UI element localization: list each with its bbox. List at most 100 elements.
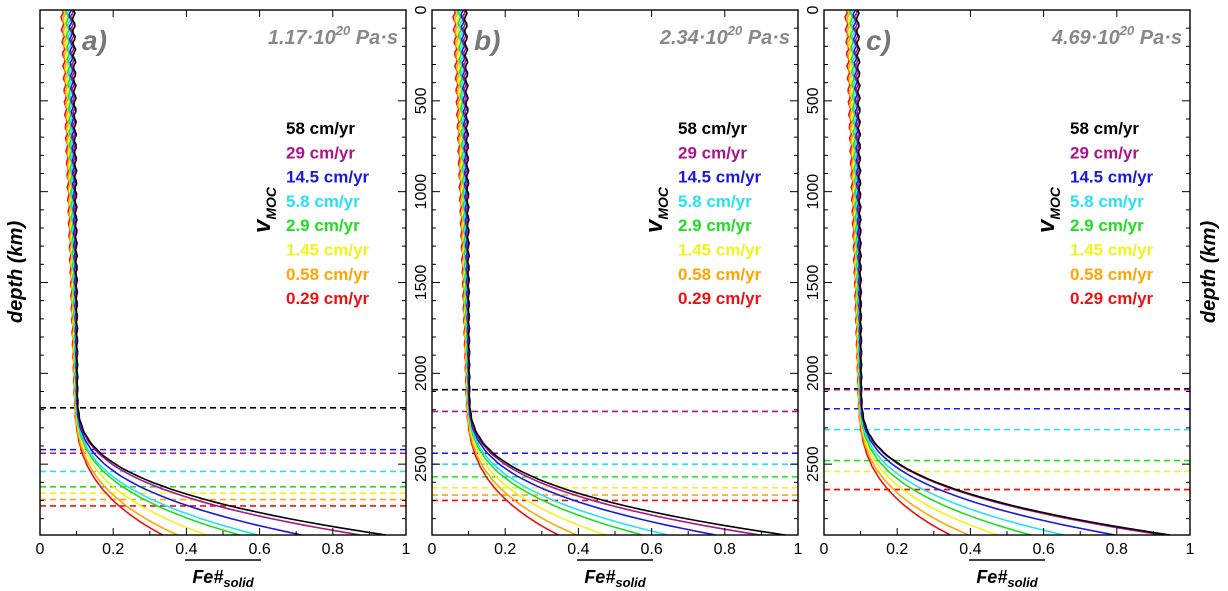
series-line-6	[455, 9, 607, 536]
legend-title: vMOC	[1033, 186, 1063, 233]
series-line-7	[61, 9, 178, 536]
legend-title-sub: MOC	[263, 186, 279, 220]
legend-title: vMOC	[249, 186, 279, 233]
legend-entry: 0.29 cm/yr	[1070, 289, 1154, 308]
legend-entry: 58 cm/yr	[286, 119, 355, 138]
x-axis-label-sub: solid	[223, 575, 254, 590]
x-tick-label: 0.6	[640, 541, 662, 558]
legend: 58 cm/yr 29 cm/yr 14.5 cm/yr 5.8 cm/yr 2.9 c…	[249, 119, 370, 308]
x-tick-label: 0	[36, 541, 45, 558]
series-line-1	[463, 9, 786, 536]
panel-label: c)	[866, 25, 891, 56]
legend-title-main: v	[249, 218, 276, 233]
x-axis-label: Fe#solid	[192, 567, 254, 590]
series-line-8	[452, 9, 559, 536]
x-tick-label: 1	[1186, 541, 1195, 558]
viscosity-exponent: 20	[1119, 23, 1135, 38]
series-line-2	[69, 9, 361, 536]
legend: 58 cm/yr 29 cm/yr 14.5 cm/yr 5.8 cm/yr 2.9 c…	[641, 119, 762, 308]
legend-title-main: v	[641, 218, 668, 233]
x-tick-label: 0	[428, 541, 437, 558]
series-line-8	[60, 9, 163, 536]
legend-title: vMOC	[641, 186, 671, 233]
y-axis-label-left: depth (km)	[5, 221, 27, 324]
x-tick-label: 0.2	[886, 541, 908, 558]
y-tick-label: 500	[805, 87, 822, 114]
viscosity-unit-text: Pa·s	[748, 27, 790, 49]
y-tick-label: 2500	[805, 446, 822, 482]
x-tick-label: 0.4	[959, 541, 981, 558]
legend-entry: 14.5 cm/yr	[678, 168, 762, 187]
y-tick-label: 1500	[413, 265, 430, 301]
x-tick-label: 0.8	[322, 541, 344, 558]
legend-entry: 0.58 cm/yr	[678, 265, 762, 284]
legend-entry: 1.45 cm/yr	[286, 241, 370, 260]
x-tick-label: 0.8	[714, 541, 736, 558]
series-line-1	[71, 9, 387, 536]
x-axis-label: Fe#solid	[976, 567, 1038, 590]
legend: 58 cm/yr 29 cm/yr 14.5 cm/yr 5.8 cm/yr 2.9 c…	[1033, 119, 1154, 308]
viscosity-unit-text: Pa·s	[1140, 27, 1182, 49]
chart-panel-1: 0 0.2 0.4 0.6 0.8 1 a) 1.17·1020 Pa·s 58 cm/yr 29…	[36, 9, 411, 590]
viscosity-label: 2.34·1020 Pa·s	[659, 23, 790, 49]
series-line-6	[847, 9, 999, 536]
viscosity-base: 4.69·10	[1051, 27, 1120, 49]
legend-entry: 0.58 cm/yr	[286, 265, 370, 284]
x-axis-label-main: Fe#	[976, 567, 1007, 587]
legend-entry: 2.9 cm/yr	[286, 216, 360, 235]
y-axis-label-right: depth (km)	[1198, 221, 1220, 324]
y-tick-label: 2500	[413, 446, 430, 482]
x-tick-label: 0.2	[494, 541, 516, 558]
x-tick-label: 0.6	[248, 541, 270, 558]
x-axis-label-sub: solid	[615, 575, 646, 590]
legend-entry: 5.8 cm/yr	[678, 192, 752, 211]
x-tick-label: 1	[402, 541, 411, 558]
y-tick-label: 1000	[413, 174, 430, 210]
legend-entry: 29 cm/yr	[1070, 143, 1139, 162]
series-line-2	[461, 9, 760, 536]
x-tick-label: 0.2	[102, 541, 124, 558]
x-tick-label: 0.8	[1106, 541, 1128, 558]
series-line-7	[453, 9, 577, 536]
chart-panel-2: 0 0.2 0.4 0.6 0.8 1 0 500 1000 1500 2000 2500 b) 2.34…	[413, 5, 802, 590]
legend-title-sub: MOC	[655, 186, 671, 220]
y-tick-label: 1500	[805, 265, 822, 301]
legend-entry: 29 cm/yr	[678, 143, 747, 162]
viscosity-unit-text: Pa·s	[356, 27, 398, 49]
legend-title-main: v	[1033, 218, 1060, 233]
legend-entry: 2.9 cm/yr	[678, 216, 752, 235]
legend-entry: 0.58 cm/yr	[1070, 265, 1154, 284]
legend-entry: 5.8 cm/yr	[1070, 192, 1144, 211]
y-tick-label: 2000	[805, 355, 822, 391]
series-line-8	[844, 9, 951, 536]
legend-title-sub: MOC	[1047, 186, 1063, 220]
legend-entry: 58 cm/yr	[678, 119, 747, 138]
x-tick-label: 0.4	[175, 541, 197, 558]
x-tick-label: 1	[794, 541, 803, 558]
viscosity-exponent: 20	[727, 23, 743, 38]
legend-entry: 1.45 cm/yr	[678, 241, 762, 260]
series-line-7	[845, 9, 969, 536]
x-tick-label: 0.6	[1032, 541, 1054, 558]
legend-entry: 0.29 cm/yr	[678, 289, 762, 308]
x-axis-label-sub: solid	[1007, 575, 1038, 590]
y-tick-label: 2000	[413, 355, 430, 391]
legend-entry: 1.45 cm/yr	[1070, 241, 1154, 260]
y-tick-label: 0	[413, 5, 430, 14]
panel-label: a)	[82, 25, 107, 56]
viscosity-base: 1.17·10	[268, 27, 336, 49]
x-axis-label-main: Fe#	[192, 567, 223, 587]
chart-panel-3: 0 0.2 0.4 0.6 0.8 1 0 500 1000 1500 2000 2500 c) 4.69…	[805, 5, 1194, 590]
viscosity-exponent: 20	[335, 23, 351, 38]
x-tick-label: 0.4	[567, 541, 589, 558]
series-line-5	[849, 9, 1032, 536]
viscosity-label: 4.69·1020 Pa·s	[1051, 23, 1182, 49]
legend-entry: 14.5 cm/yr	[1070, 168, 1154, 187]
y-tick-label: 0	[805, 5, 822, 14]
legend-entry: 2.9 cm/yr	[1070, 216, 1144, 235]
x-axis-label-main: Fe#	[584, 567, 615, 587]
viscosity-label: 1.17·1020 Pa·s	[268, 23, 398, 49]
legend-entry: 5.8 cm/yr	[286, 192, 360, 211]
y-tick-label: 1000	[805, 174, 822, 210]
